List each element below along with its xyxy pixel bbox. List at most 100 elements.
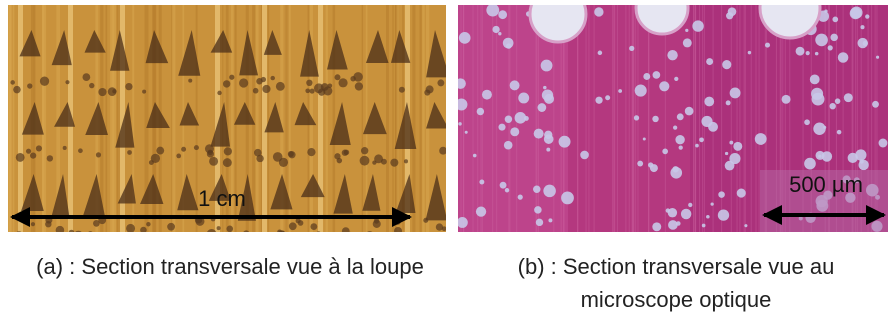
cell — [730, 88, 741, 99]
pore — [31, 222, 35, 226]
pore — [226, 225, 233, 232]
pore — [30, 152, 36, 158]
pore — [188, 79, 192, 83]
cell — [533, 185, 540, 192]
cell — [510, 80, 520, 90]
cell — [536, 219, 543, 226]
cell — [865, 14, 869, 18]
grain — [392, 5, 393, 232]
fiber — [625, 5, 626, 232]
pore — [399, 87, 405, 93]
ray — [318, 5, 323, 232]
cell — [652, 116, 658, 122]
pore — [334, 74, 340, 80]
fiber — [744, 5, 745, 232]
fiber — [480, 5, 481, 232]
cell — [498, 32, 501, 35]
pore — [98, 88, 106, 96]
cell — [643, 138, 646, 141]
cell — [829, 103, 835, 109]
cell — [725, 161, 735, 171]
pore — [146, 222, 150, 226]
pore — [243, 230, 250, 237]
pore — [142, 90, 146, 94]
cell — [815, 34, 828, 47]
cell — [688, 203, 692, 207]
cell — [561, 192, 574, 205]
cell — [457, 217, 468, 228]
cell — [858, 160, 868, 170]
grain — [386, 5, 389, 232]
cell — [855, 149, 866, 160]
cell — [796, 47, 805, 56]
cell — [504, 141, 513, 150]
pore — [27, 83, 32, 88]
pore — [318, 89, 325, 96]
cell — [459, 32, 471, 44]
cell — [518, 195, 523, 200]
cell — [765, 43, 770, 48]
cell — [534, 129, 544, 139]
cell — [850, 8, 862, 20]
cell — [492, 26, 499, 33]
cell — [637, 161, 643, 167]
fiber — [739, 5, 740, 232]
cell — [544, 134, 554, 144]
fiber — [737, 5, 738, 232]
pore — [310, 89, 315, 94]
pore — [69, 230, 75, 236]
fiber — [648, 5, 649, 232]
cell — [543, 86, 546, 89]
cell — [728, 7, 737, 16]
cell — [729, 141, 733, 145]
cell — [685, 29, 688, 32]
pore — [339, 78, 348, 87]
pore — [395, 219, 401, 225]
pore — [65, 80, 69, 84]
cell — [726, 100, 731, 105]
fiber — [721, 5, 722, 232]
microscope-image — [455, 0, 888, 232]
cell — [677, 113, 684, 120]
pore — [87, 231, 93, 237]
pore — [374, 154, 383, 163]
pore — [223, 158, 232, 167]
fiber — [731, 5, 732, 232]
pore — [296, 218, 301, 223]
fiber — [632, 5, 633, 232]
cell — [541, 60, 553, 72]
fiber — [535, 5, 536, 232]
pore — [127, 150, 132, 155]
pore — [126, 224, 135, 233]
cell — [804, 119, 810, 125]
grain — [9, 5, 12, 232]
cell — [818, 155, 821, 158]
grain — [426, 5, 429, 232]
pore — [289, 222, 297, 230]
cell — [815, 52, 819, 56]
cell — [706, 58, 713, 65]
cell — [534, 206, 542, 214]
pore — [390, 159, 398, 167]
cell — [559, 136, 571, 148]
fiber — [745, 5, 746, 232]
cell — [473, 154, 477, 158]
cell — [828, 45, 833, 50]
pore — [437, 79, 444, 86]
pore — [56, 226, 64, 234]
pore — [262, 85, 270, 93]
cell — [718, 191, 725, 198]
cell — [711, 202, 714, 205]
fiber — [586, 5, 587, 232]
cell — [737, 189, 746, 198]
cell — [465, 131, 468, 134]
pore — [96, 152, 101, 157]
pore — [181, 147, 186, 152]
pore — [15, 231, 23, 239]
fiber — [751, 5, 752, 232]
cell — [458, 122, 461, 125]
cell — [701, 116, 712, 127]
pore — [353, 72, 362, 81]
fiber — [629, 5, 630, 232]
cell — [659, 81, 669, 91]
